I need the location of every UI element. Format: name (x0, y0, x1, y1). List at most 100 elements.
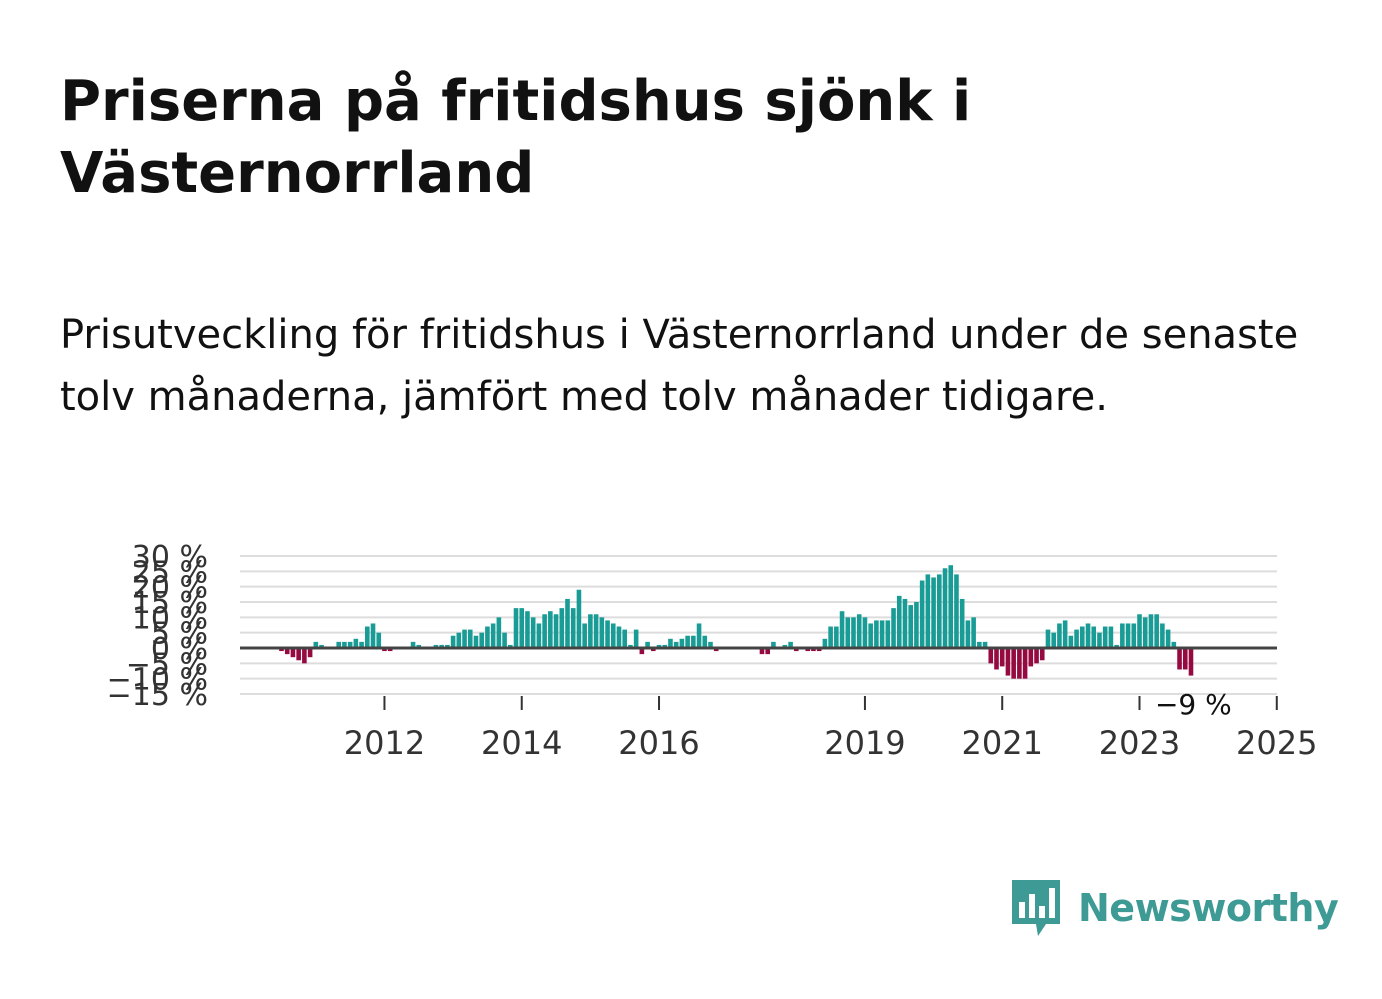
bar (811, 648, 816, 652)
bar (1182, 648, 1188, 670)
bar (1102, 626, 1108, 648)
bar (879, 620, 885, 648)
bar (582, 623, 587, 648)
bar (868, 623, 873, 648)
bar (605, 620, 610, 648)
bar (376, 632, 382, 648)
bar (570, 608, 576, 648)
bar (1080, 626, 1085, 648)
bar (576, 589, 582, 648)
bar (988, 648, 994, 664)
bar (919, 580, 925, 648)
bar (1068, 635, 1074, 648)
bar (610, 623, 616, 648)
x-tick-label: 2019 (824, 724, 905, 762)
bar (1057, 623, 1062, 648)
bar (473, 635, 479, 648)
newsworthy-logo: Newsworthy (1010, 878, 1339, 938)
bar (1114, 644, 1119, 648)
newsworthy-logo-text: Newsworthy (1078, 886, 1339, 930)
bar (971, 617, 976, 648)
bar (696, 623, 702, 648)
bar (851, 617, 856, 648)
bar (1137, 614, 1142, 648)
bar-chart: −15 %−10 %−5 %0 %5 %10 %15 %20 %25 %30 %… (107, 540, 1318, 762)
grid-lines (240, 555, 1277, 695)
bar (599, 617, 605, 648)
bar (593, 614, 599, 648)
y-tick-label: 0 % (151, 632, 208, 667)
bar (416, 644, 422, 648)
bar (296, 648, 301, 661)
bar (1108, 626, 1114, 648)
bar (307, 648, 313, 658)
bar (1028, 648, 1034, 667)
bar (433, 644, 439, 648)
bar (1177, 648, 1182, 670)
bar (347, 641, 353, 648)
bar (284, 648, 290, 655)
bar (1131, 623, 1137, 648)
bar (1022, 648, 1028, 679)
bar (1120, 623, 1125, 648)
bar (302, 648, 307, 664)
bar (336, 641, 341, 648)
bar (885, 620, 891, 648)
bar (845, 617, 851, 648)
bar (931, 577, 936, 648)
bar (439, 644, 444, 648)
bar (633, 629, 639, 648)
y-tick-label: −10 % (107, 663, 208, 698)
bar (1091, 626, 1097, 648)
bar (410, 641, 416, 648)
y-tick-label: 15 % (132, 586, 208, 621)
bar (673, 641, 679, 648)
bar (782, 644, 788, 648)
bar (794, 648, 799, 652)
bar (948, 565, 954, 648)
bar (1045, 629, 1051, 648)
bar (822, 638, 828, 648)
x-tick-label: 2016 (618, 724, 699, 762)
bar (834, 626, 839, 648)
bar (559, 608, 565, 648)
bar (816, 648, 822, 652)
bar (588, 614, 593, 648)
x-tick-label: 2023 (1099, 724, 1180, 762)
y-tick-label: −5 % (126, 647, 208, 682)
bar (656, 644, 662, 648)
bar (765, 648, 770, 655)
bar (805, 648, 811, 652)
bar (1051, 632, 1056, 648)
end-value-label: −9 % (1155, 688, 1232, 721)
y-tick-label: 10 % (132, 601, 208, 636)
bar (1148, 614, 1154, 648)
bar (1160, 623, 1165, 648)
bar (679, 638, 685, 648)
x-tick-label: 2021 (962, 724, 1043, 762)
bar (490, 623, 496, 648)
bar (519, 608, 525, 648)
bar (977, 641, 982, 648)
x-tick-label: 2025 (1236, 724, 1317, 762)
bar (965, 620, 971, 648)
bar (513, 608, 519, 648)
bar (387, 648, 393, 652)
bar (702, 635, 708, 648)
bar (542, 614, 547, 648)
x-axis-ticks: 2012 2014 2016 2019 2021 2023 2025 (344, 696, 1317, 762)
bar (771, 641, 776, 648)
bar (1125, 623, 1131, 648)
bar (342, 641, 347, 648)
bar (999, 648, 1005, 667)
bar (1005, 648, 1011, 676)
bar (937, 574, 942, 648)
bar (914, 602, 919, 648)
bar (668, 638, 673, 648)
bar (359, 641, 364, 648)
x-tick-label: 2014 (481, 724, 562, 762)
bar (485, 626, 490, 648)
bar (1039, 648, 1045, 661)
bar (1165, 629, 1171, 648)
bar (1017, 648, 1022, 679)
